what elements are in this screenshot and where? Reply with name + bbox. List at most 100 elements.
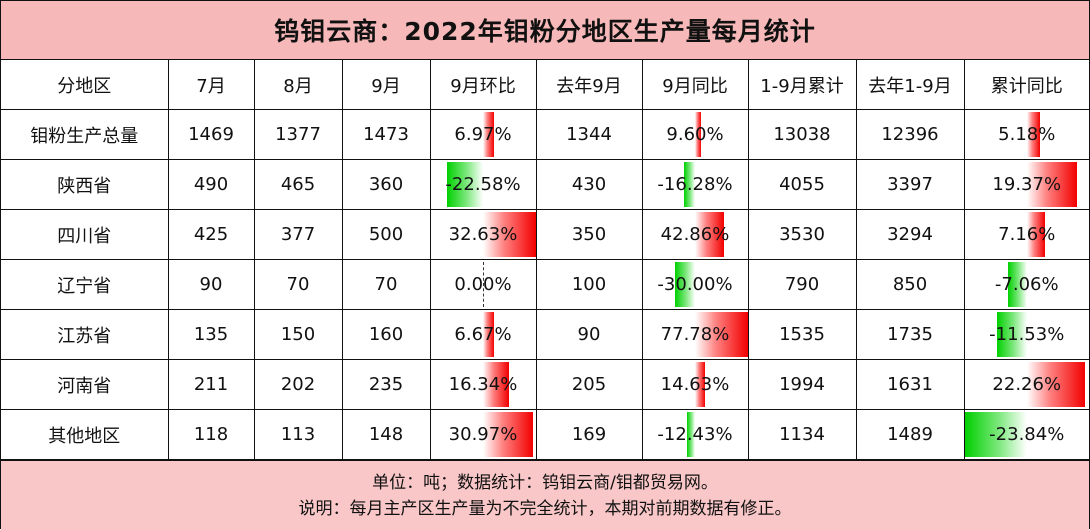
cumulative-yoy-cell-databar <box>1026 112 1041 157</box>
table-row: 陕西省 490 465 360 -22.58% 430 -16.28% 4055 3397 19.… <box>1 159 1089 210</box>
cumulative-yoy-cell-databar <box>1026 212 1046 257</box>
mom-cell-databar <box>483 312 494 357</box>
last-year-cumulative-cell: 12396 <box>855 109 965 160</box>
sep-cell: 160 <box>341 309 431 360</box>
mom-cell-value: 0.00% <box>454 274 512 295</box>
cumulative-cell: 1134 <box>747 409 857 460</box>
header-cell-jul: 7月 <box>167 60 255 110</box>
header-cell-last-year-sep: 去年9月 <box>535 60 643 110</box>
mom-cell: 6.97% <box>429 109 537 160</box>
header-cell-mom: 9月环比 <box>429 60 537 110</box>
header-cell-sep: 9月 <box>341 60 431 110</box>
table-title: 钨钼云商：2022年钼粉分地区生产量每月统计 <box>1 1 1089 60</box>
last-year-cumulative-cell: 850 <box>855 259 965 310</box>
sep-cell: 235 <box>341 359 431 410</box>
yoy-cell: -30.00% <box>641 259 749 310</box>
jul-cell: 211 <box>167 359 255 410</box>
mom-cell-databar <box>483 212 536 257</box>
yoy-cell: 42.86% <box>641 209 749 260</box>
yoy-cell: 9.60% <box>641 109 749 160</box>
last-year-cumulative-cell: 1489 <box>855 409 965 460</box>
yoy-cell: -12.43% <box>641 409 749 460</box>
stats-table: 分地区 7月 8月 9月 9月环比 去年9月 9月同比 1-9月累计 去年1-9… <box>1 60 1089 460</box>
aug-cell: 113 <box>253 409 343 460</box>
yoy-cell-value: -30.00% <box>657 274 733 295</box>
cumulative-yoy-cell-value: 19.37% <box>992 174 1062 195</box>
cumulative-yoy-cell-databar <box>1008 262 1027 307</box>
mom-cell-value: -22.58% <box>445 174 521 195</box>
mom-cell-value: 6.97% <box>454 124 512 145</box>
cumulative-yoy-cell: 7.16% <box>963 209 1089 260</box>
region-cell: 其他地区 <box>1 409 169 460</box>
table-row: 江苏省 135 150 160 6.67% 90 77.78% 1535 1735 -11.53% <box>1 309 1089 360</box>
last-year-cumulative-cell: 3397 <box>855 159 965 210</box>
zero-axis-line <box>483 262 484 307</box>
mom-cell: 16.34% <box>429 359 537 410</box>
mom-cell: -22.58% <box>429 159 537 210</box>
sep-cell: 500 <box>341 209 431 260</box>
cumulative-yoy-cell-databar <box>996 312 1027 357</box>
cumulative-cell: 1535 <box>747 309 857 360</box>
aug-cell: 202 <box>253 359 343 410</box>
yoy-cell-databar <box>695 312 748 357</box>
yoy-cell-databar <box>695 362 705 407</box>
jul-cell: 490 <box>167 159 255 210</box>
last-year-sep-cell: 205 <box>535 359 643 410</box>
table-row: 其他地区 118 113 148 30.97% 169 -12.43% 1134 1489 -23… <box>1 409 1089 460</box>
table-row: 钼粉生产总量 1469 1377 1473 6.97% 1344 9.60% 13038 123… <box>1 109 1089 160</box>
last-year-sep-cell: 100 <box>535 259 643 310</box>
yoy-cell-databar <box>695 112 702 157</box>
cumulative-yoy-cell: 5.18% <box>963 109 1089 160</box>
cumulative-yoy-cell-value: -11.53% <box>989 324 1065 345</box>
cumulative-cell: 3530 <box>747 209 857 260</box>
last-year-cumulative-cell: 1631 <box>855 359 965 410</box>
mom-cell-databar <box>483 112 495 157</box>
cumulative-yoy-cell: 19.37% <box>963 159 1089 210</box>
sep-cell: 360 <box>341 159 431 210</box>
yoy-cell-value: -16.28% <box>657 174 733 195</box>
region-cell: 四川省 <box>1 209 169 260</box>
yoy-cell-value: 14.63% <box>660 374 730 395</box>
yoy-cell: -16.28% <box>641 159 749 210</box>
yoy-cell-databar <box>674 262 695 307</box>
mom-cell-value: 6.67% <box>454 324 512 345</box>
mom-cell: 0.00% <box>429 259 537 310</box>
mom-cell: 30.97% <box>429 409 537 460</box>
jul-cell: 135 <box>167 309 255 360</box>
aug-cell: 377 <box>253 209 343 260</box>
sep-cell: 1473 <box>341 109 431 160</box>
mom-cell: 6.67% <box>429 309 537 360</box>
cumulative-cell: 4055 <box>747 159 857 210</box>
footer-unit-source: 单位：吨；数据统计：钨钼云商/钼都贸易网。 <box>372 472 718 493</box>
cumulative-yoy-cell: 22.26% <box>963 359 1089 410</box>
region-cell: 辽宁省 <box>1 259 169 310</box>
last-year-sep-cell: 90 <box>535 309 643 360</box>
mom-cell-databar <box>483 412 533 457</box>
jul-cell: 118 <box>167 409 255 460</box>
last-year-sep-cell: 1344 <box>535 109 643 160</box>
table-footer: 单位：吨；数据统计：钨钼云商/钼都贸易网。 说明：每月主产区生产量为不完全统计，… <box>1 460 1089 530</box>
mom-cell-value: 30.97% <box>448 424 518 445</box>
header-row: 分地区 7月 8月 9月 9月环比 去年9月 9月同比 1-9月累计 去年1-9… <box>1 60 1089 110</box>
aug-cell: 1377 <box>253 109 343 160</box>
last-year-sep-cell: 430 <box>535 159 643 210</box>
yoy-cell-databar <box>684 162 695 207</box>
header-cell-cumulative: 1-9月累计 <box>747 60 857 110</box>
yoy-cell: 77.78% <box>641 309 749 360</box>
cumulative-yoy-cell-value: -7.06% <box>994 274 1059 295</box>
header-cell-cumulative-yoy: 累计同比 <box>963 60 1089 110</box>
cumulative-cell: 790 <box>747 259 857 310</box>
cumulative-yoy-cell: -7.06% <box>963 259 1089 310</box>
cumulative-yoy-cell-value: -23.84% <box>989 424 1065 445</box>
footer-note: 说明：每月主产区生产量为不完全统计，本期对前期数据有修正。 <box>298 498 792 519</box>
cumulative-yoy-cell-value: 7.16% <box>998 224 1056 245</box>
yoy-cell-databar <box>686 412 695 457</box>
header-cell-last-year-cumulative: 去年1-9月 <box>855 60 965 110</box>
cumulative-yoy-cell-value: 22.26% <box>992 374 1062 395</box>
jul-cell: 1469 <box>167 109 255 160</box>
jul-cell: 90 <box>167 259 255 310</box>
cumulative-yoy-cell: -23.84% <box>963 409 1089 460</box>
mom-cell-databar <box>446 162 483 207</box>
cumulative-yoy-cell: -11.53% <box>963 309 1089 360</box>
table-row: 辽宁省 90 70 70 0.00% 100 -30.00% 790 850 -7.06% <box>1 259 1089 310</box>
